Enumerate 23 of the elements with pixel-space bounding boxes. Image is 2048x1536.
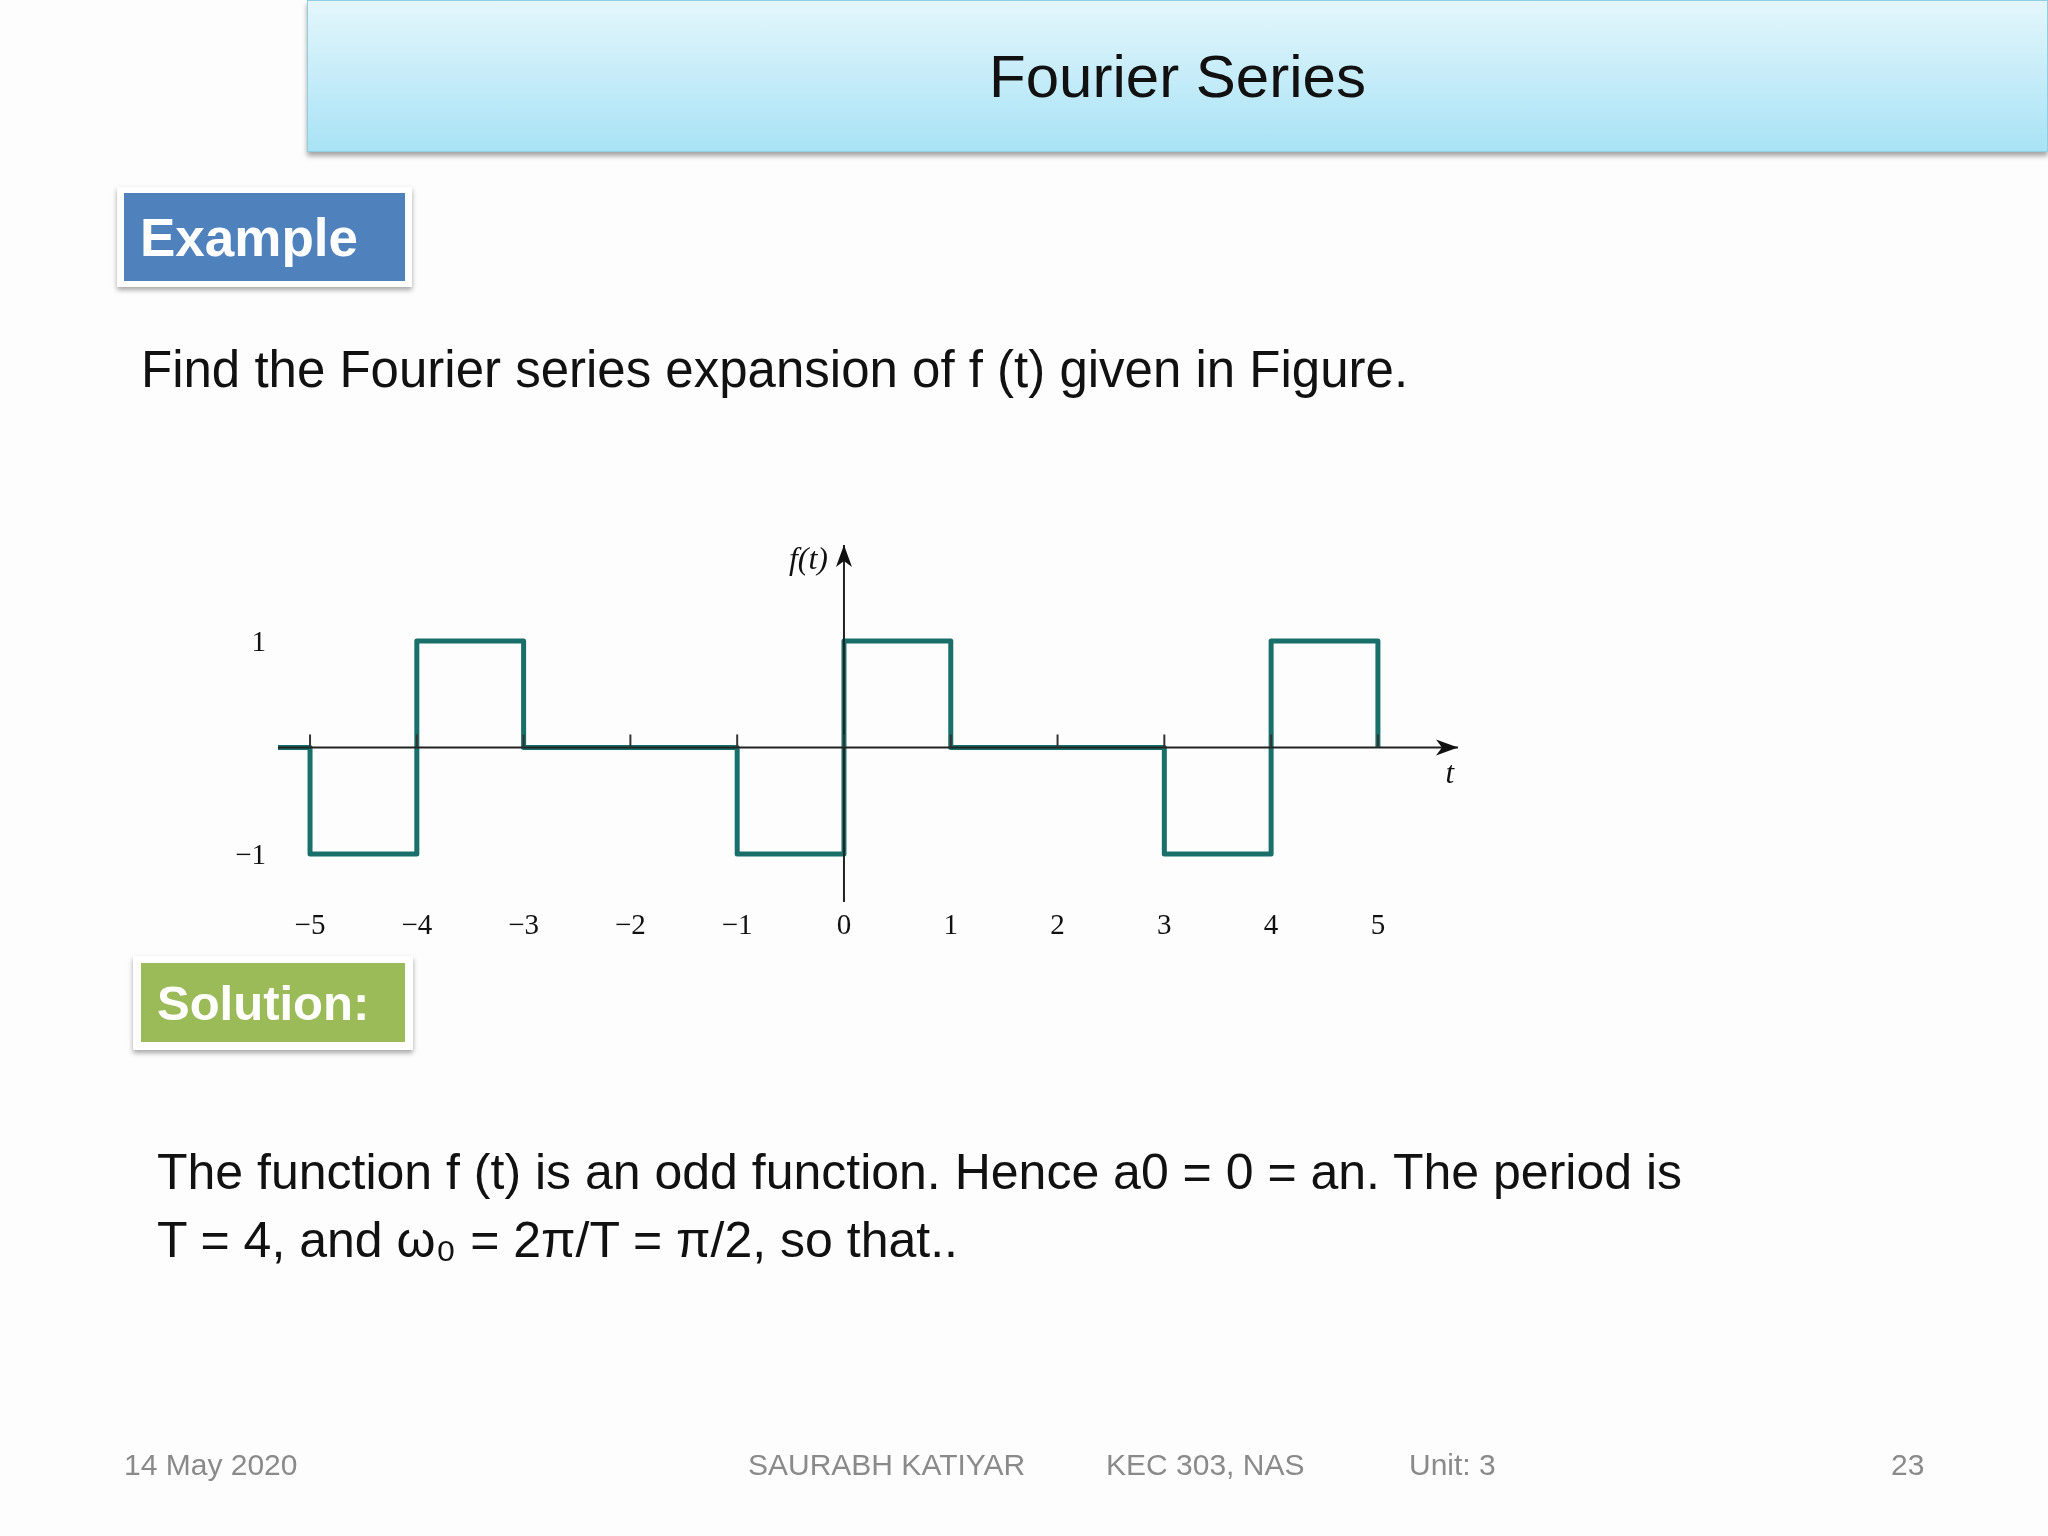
text: Example [124, 193, 405, 281]
text: Solution: [141, 963, 405, 1042]
text: SAURABH KATIYAR [748, 1447, 1026, 1483]
chart-subtitle: Find the Fourier series expansion of f (t) given in Figure. [141, 340, 1409, 400]
x-axis-title: t [1445, 755, 1456, 791]
x-tick-label: −3 [508, 908, 540, 940]
x-tick-label: −5 [294, 908, 326, 940]
x-tick-label: 4 [1263, 908, 1279, 940]
text: The function f (t) is an odd function. Hence a0 = 0 = an. The period is T = 4, and ω₀ = 2π/T = π/2, so that.. [157, 1143, 1683, 1270]
text: KEC 303, NAS [1106, 1447, 1305, 1483]
x-tick-label: 2 [1050, 908, 1065, 940]
x-tick-label: 5 [1370, 908, 1386, 940]
x-tick-label: 3 [1157, 908, 1172, 940]
text: 14 May 2020 [124, 1447, 298, 1483]
chart-title: Fourier Series [989, 41, 1366, 111]
x-tick-label: 0 [836, 908, 852, 940]
x-tick-label: −2 [614, 908, 646, 940]
x-tick-label: 1 [943, 908, 959, 940]
y-axis-title: f(t) [788, 540, 828, 576]
text: 23 [1891, 1447, 1925, 1483]
x-tick-label: −1 [721, 908, 753, 940]
text: Unit: 3 [1409, 1447, 1496, 1483]
x-tick-label: −4 [401, 908, 433, 940]
